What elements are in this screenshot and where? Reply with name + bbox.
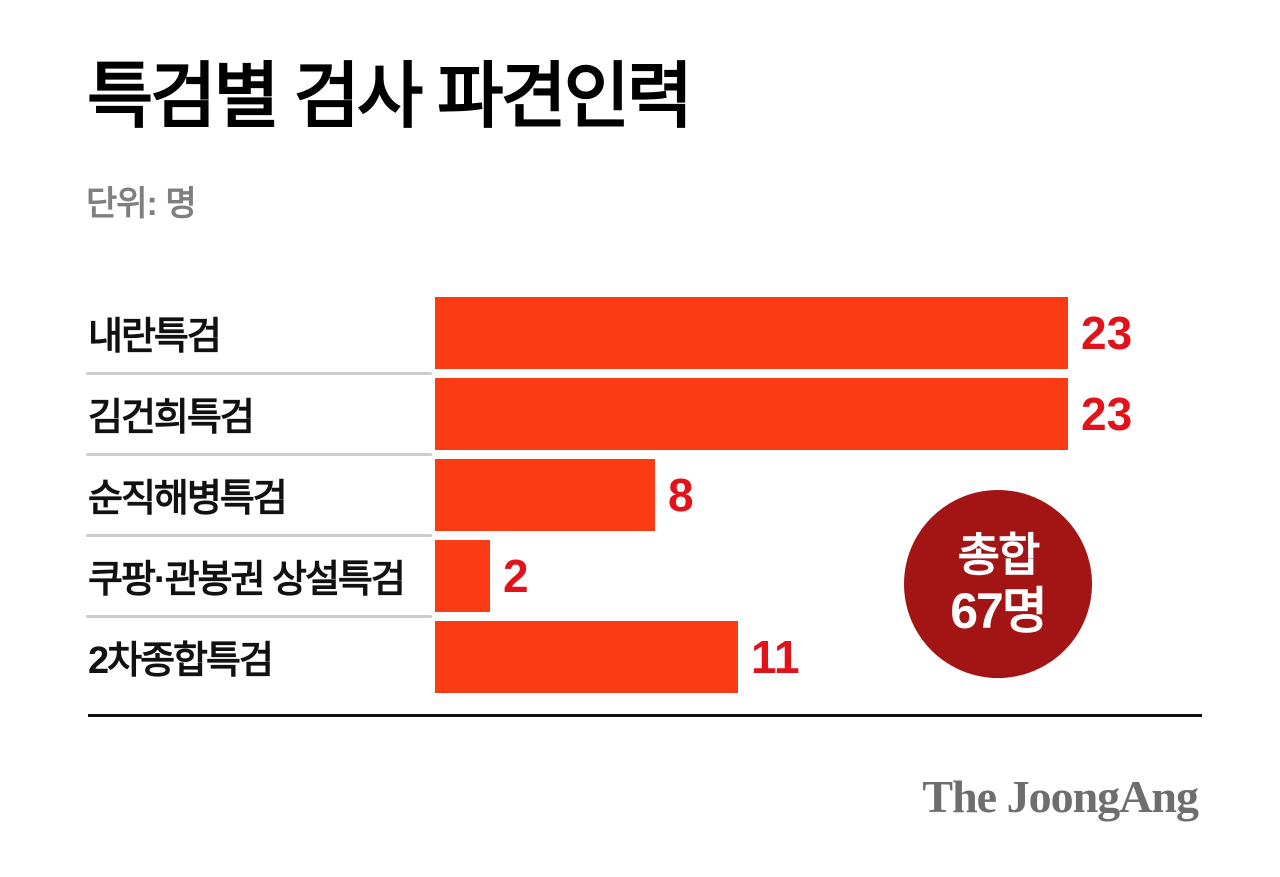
- unit-label: 단위: 명: [86, 185, 197, 223]
- bar: [435, 377, 1068, 450]
- row-separator: [86, 615, 432, 618]
- category-label: 2차종합특검: [88, 640, 274, 682]
- category-label: 순직해병특검: [88, 478, 288, 520]
- chart-row: 2차종합특검 11: [88, 616, 1202, 697]
- total-badge-label: 총합: [957, 528, 1041, 581]
- chart-row: 김건희특검 23: [86, 373, 1202, 456]
- bar-chart: 내란특검 23 김건희특검 23 순직해병특검 8 쿠팡·관봉권 상설특검 2 …: [86, 292, 1202, 697]
- bottom-rule: [88, 714, 1202, 717]
- value-label: 11: [751, 630, 800, 683]
- row-separator: [86, 372, 432, 375]
- value-label: 23: [1081, 387, 1133, 440]
- bar: [435, 620, 738, 693]
- bar: [435, 458, 655, 531]
- bar: [435, 539, 490, 612]
- category-label: 내란특검: [88, 316, 222, 358]
- chart-row: 순직해병특검 8: [86, 454, 1202, 537]
- value-label: 23: [1081, 306, 1133, 359]
- bar: [435, 296, 1068, 369]
- page-title: 특검별 검사 파견인력: [87, 57, 693, 137]
- category-label: 김건희특검: [88, 397, 255, 439]
- value-label: 8: [668, 468, 694, 521]
- total-badge-value: 67명: [950, 582, 1048, 639]
- value-label: 2: [503, 549, 529, 602]
- row-separator: [86, 534, 432, 537]
- total-badge: 총합 67명: [904, 490, 1092, 678]
- row-separator: [86, 453, 432, 456]
- joongang-logo: The JoongAng: [922, 771, 1199, 822]
- chart-row: 쿠팡·관봉권 상설특검 2: [86, 535, 1202, 618]
- category-label: 쿠팡·관봉권 상설특검: [88, 559, 406, 601]
- chart-row: 내란특검 23: [86, 292, 1202, 375]
